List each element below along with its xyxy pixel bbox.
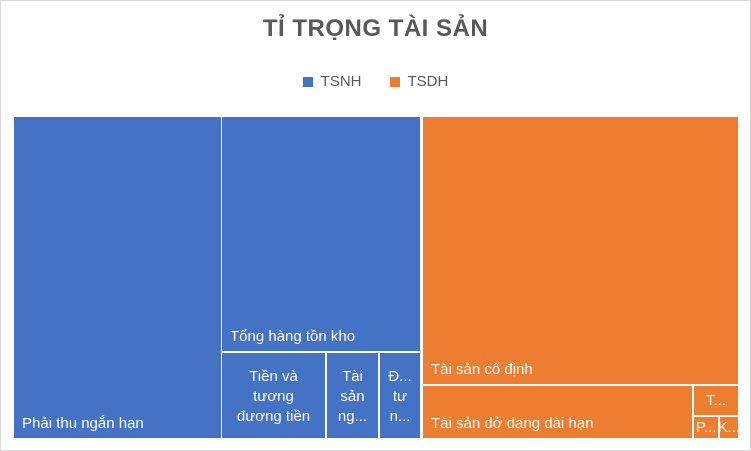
- treemap-tile-label: Đ... tư n...: [388, 368, 411, 425]
- treemap-tile-label: Tài sản ng...: [338, 368, 367, 425]
- treemap-tile: [423, 117, 738, 384]
- legend-item-tsdh: TSDH: [389, 73, 449, 90]
- treemap-tile: [14, 117, 221, 438]
- legend: TSNH TSDH: [1, 73, 750, 90]
- treemap-tile-label: Tài sản dở dang dài hạn: [431, 415, 593, 432]
- treemap-tile: [222, 117, 420, 351]
- legend-swatch-tsnh: [302, 76, 313, 87]
- legend-label-tsdh: TSDH: [407, 73, 449, 90]
- treemap-tile: [380, 353, 420, 438]
- treemap-tile: [423, 386, 692, 438]
- legend-swatch-tsdh: [389, 76, 400, 87]
- treemap-tile: [694, 417, 718, 438]
- treemap-tile: [720, 417, 738, 438]
- treemap-tile-label: Tài sản cố định: [431, 361, 533, 378]
- treemap-tile-label: Tổng hàng tồn kho: [230, 328, 355, 345]
- chart-title: TỈ TRỌNG TÀI SẢN: [262, 15, 489, 42]
- treemap-tile-label: Phải thu ngắn hạn: [22, 415, 144, 432]
- legend-item-tsnh: TSNH: [302, 73, 362, 90]
- legend-label-tsnh: TSNH: [320, 73, 362, 90]
- treemap-tile-label: K...: [718, 419, 741, 436]
- treemap-tile-label: T...: [706, 392, 726, 409]
- treemap-tile: [222, 353, 325, 438]
- treemap-tile: [327, 353, 378, 438]
- treemap-tile-label: P...: [696, 419, 717, 436]
- treemap-tile-label: Tiền và tương đương tiền: [237, 368, 310, 425]
- treemap-tile: [694, 386, 738, 415]
